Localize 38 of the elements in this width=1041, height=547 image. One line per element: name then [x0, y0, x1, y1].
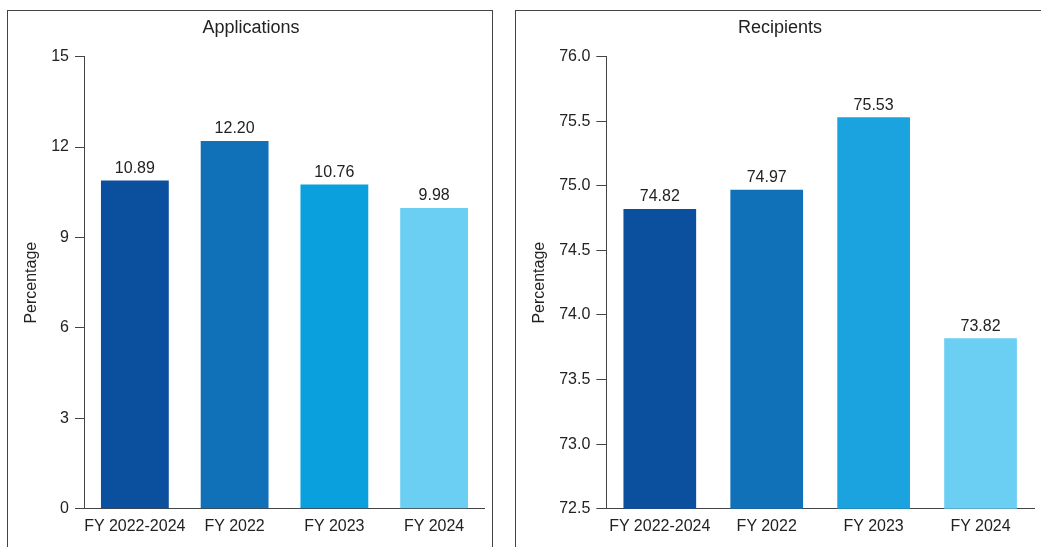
y-tick-label: 73.5: [559, 370, 591, 388]
y-tick-label: 74.5: [559, 240, 591, 258]
bar: [300, 184, 369, 509]
y-tick-label: 9: [60, 227, 70, 245]
y-tick-label: 75.0: [559, 176, 591, 194]
y-tick-label: 0: [60, 499, 70, 517]
y-tick-label: 15: [51, 47, 70, 65]
bar: [200, 141, 269, 509]
bar: [400, 207, 469, 509]
data-label: 73.82: [960, 316, 1001, 334]
data-label: 74.82: [639, 187, 680, 205]
x-tick-label: FY 2022-2024: [84, 516, 186, 534]
x-tick-label: FY 2022: [204, 516, 265, 534]
y-axis-title: Percentage: [530, 241, 548, 324]
data-label: 10.89: [114, 158, 155, 176]
x-tick-label: FY 2022: [736, 516, 797, 534]
y-tick-label: 76.0: [559, 47, 591, 65]
x-tick-label: FY 2024: [950, 516, 1011, 534]
x-tick-label: FY 2022-2024: [609, 516, 711, 534]
data-label: 10.76: [314, 162, 355, 180]
data-label: 74.97: [746, 168, 787, 186]
data-label: 75.53: [853, 95, 894, 113]
y-tick-label: 74.0: [559, 305, 591, 323]
y-tick-label: 6: [60, 318, 70, 336]
y-tick-label: 3: [60, 408, 70, 426]
data-label: 9.98: [418, 186, 450, 204]
y-tick-label: 72.5: [559, 499, 591, 517]
chart-title: Recipients: [737, 16, 823, 37]
data-label: 12.20: [214, 119, 255, 137]
x-tick-label: FY 2023: [843, 516, 904, 534]
y-axis-title: Percentage: [22, 241, 40, 324]
y-tick-label: 73.0: [559, 434, 591, 452]
chart-title: Applications: [202, 16, 300, 37]
bar: [100, 180, 169, 509]
x-tick-label: FY 2024: [404, 516, 465, 534]
x-tick-label: FY 2023: [304, 516, 365, 534]
y-tick-label: 12: [51, 137, 70, 155]
y-tick-label: 75.5: [559, 111, 591, 129]
